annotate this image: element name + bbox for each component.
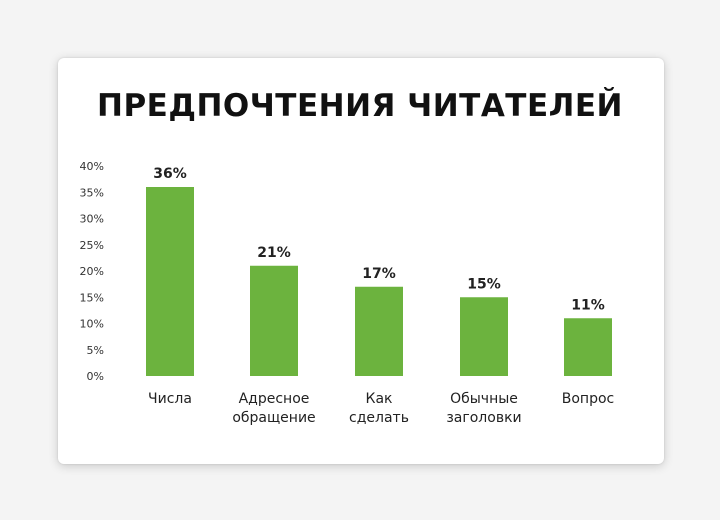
y-tick-label: 15% — [80, 291, 104, 304]
x-tick-label: сделать — [349, 410, 409, 426]
bar — [460, 297, 508, 376]
value-label: 36% — [153, 166, 187, 182]
y-tick-label: 25% — [80, 239, 104, 252]
y-tick-label: 35% — [80, 186, 104, 199]
y-tick-label: 10% — [80, 318, 104, 331]
y-tick-label: 30% — [80, 213, 104, 226]
bar — [146, 187, 194, 376]
value-label: 17% — [362, 266, 396, 282]
x-tick-label: Вопрос — [562, 391, 614, 407]
value-label: 11% — [571, 297, 605, 313]
x-tick-label: Числа — [148, 391, 192, 407]
bar — [564, 318, 612, 376]
y-tick-label: 40% — [80, 160, 104, 173]
chart-title: ПРЕДПОЧТЕНИЯ ЧИТАТЕЛЕЙ — [97, 88, 623, 124]
value-label: 21% — [257, 245, 291, 261]
x-tick-label: Обычные — [450, 391, 518, 407]
y-tick-label: 5% — [87, 344, 104, 357]
y-tick-label: 20% — [80, 265, 104, 278]
value-labels: 36% 21% 17% 15% 11% — [153, 166, 605, 313]
x-tick-label: Адресное — [239, 391, 310, 407]
x-axis-labels: Числа Адресное обращение Как сделать Обычные з… — [148, 391, 614, 426]
x-tick-label: Как — [366, 391, 393, 407]
x-tick-label: обращение — [232, 410, 315, 426]
bar — [355, 286, 403, 376]
bars — [146, 187, 612, 376]
value-label: 15% — [467, 276, 501, 292]
y-axis: 0% 5% 10% 15% 20% 25% 30% 35% 40% — [80, 160, 104, 383]
bar — [250, 265, 298, 376]
y-tick-label: 0% — [87, 370, 104, 383]
x-tick-label: заголовки — [446, 410, 521, 426]
